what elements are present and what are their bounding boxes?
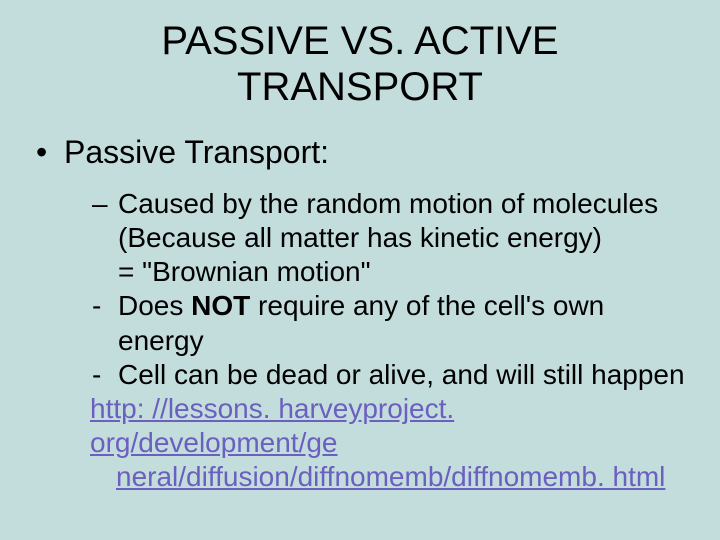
title-line-2: TRANSPORT	[237, 65, 483, 109]
dash-icon: -	[92, 289, 118, 357]
heading-text: Passive Transport:	[64, 134, 329, 170]
list-item-subtext: (Because all matter has kinetic energy)	[118, 221, 690, 255]
list-item-text: Does NOT require any of the cell's own e…	[118, 289, 690, 357]
hyperlink[interactable]: http: //lessons. harveyproject. org/deve…	[0, 392, 720, 494]
heading-row: •Passive Transport:	[0, 134, 720, 171]
text-bold: NOT	[191, 290, 250, 321]
list-item: - Cell can be dead or alive, and will st…	[92, 358, 690, 392]
spacer	[92, 255, 118, 289]
list-item-subtext: = "Brownian motion"	[118, 255, 690, 289]
bullet-icon: •	[36, 134, 64, 171]
text-pre: Does	[118, 290, 191, 321]
list-item-sub: = "Brownian motion"	[92, 255, 690, 289]
list-item: - Does NOT require any of the cell's own…	[92, 289, 690, 357]
slide-title: PASSIVE VS. ACTIVE TRANSPORT	[0, 18, 720, 110]
dash-icon: –	[92, 187, 118, 221]
link-line-2: neral/diffusion/diffnomemb/diffnomemb. h…	[116, 461, 665, 492]
list-item-text: Caused by the random motion of molecules	[118, 187, 690, 221]
body-list: – Caused by the random motion of molecul…	[0, 187, 720, 392]
spacer	[92, 221, 118, 255]
title-line-1: PASSIVE VS. ACTIVE	[161, 19, 558, 63]
list-item-sub: (Because all matter has kinetic energy)	[92, 221, 690, 255]
dash-icon: -	[92, 358, 118, 392]
list-item: – Caused by the random motion of molecul…	[92, 187, 690, 221]
list-item-text: Cell can be dead or alive, and will stil…	[118, 358, 690, 392]
link-line-1: http: //lessons. harveyproject. org/deve…	[90, 393, 454, 458]
